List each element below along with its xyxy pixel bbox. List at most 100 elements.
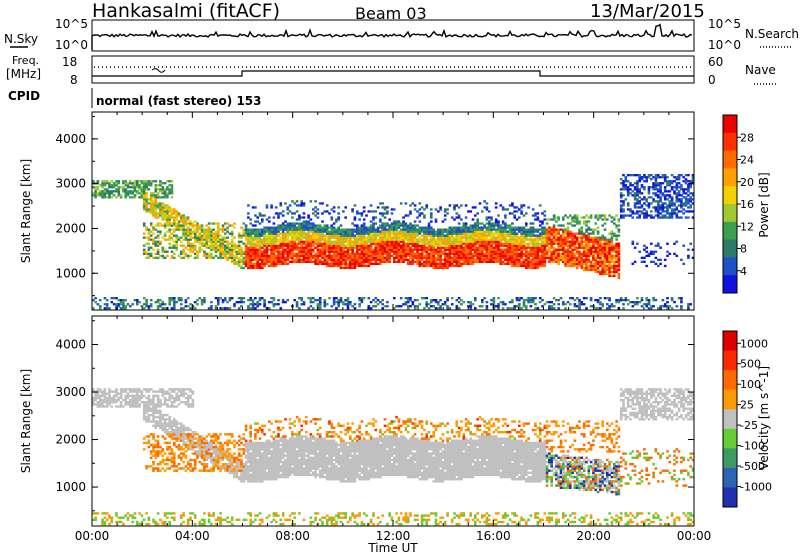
power-cell [237,244,241,247]
power-cell [582,222,586,225]
power-cell [575,214,579,217]
power-cell [610,260,614,263]
power-cell [147,307,151,310]
power-cell [217,299,220,302]
power-cell [337,254,340,257]
power-cell [606,248,609,251]
power-cell [585,244,588,247]
power-cell [476,254,479,257]
power-cell [464,224,468,227]
power-cell [219,246,222,249]
power-cell [142,307,146,310]
power-cell [233,242,236,245]
power-cell [362,260,366,263]
power-cell [420,250,424,253]
power-cell [330,244,334,247]
power-cell [450,250,454,253]
power-cell [427,224,431,227]
power-cell [453,264,456,268]
power-cell [261,264,264,268]
power-cell [321,242,324,245]
power-cell [312,240,315,243]
power-cell [369,248,373,251]
power-cell [351,210,354,213]
power-cell [418,246,422,249]
power-cell [402,252,405,255]
power-cell [318,262,322,265]
power-cell [365,252,368,255]
power-cell [369,262,373,265]
power-cell [608,232,611,235]
power-cell [647,254,651,257]
power-cell [147,242,151,245]
power-cell [152,210,155,213]
power-cell [541,258,544,261]
power-cell [453,246,456,249]
power-cell [263,244,266,247]
power-cell [117,305,121,308]
power-cell [606,240,609,243]
power-cell [562,303,565,306]
power-cell [346,240,350,243]
power-cell [471,230,475,233]
power-cell [295,228,299,231]
power-cell [189,236,192,239]
power-cell [226,226,229,229]
power-cell [416,246,419,249]
power-cell [309,299,313,302]
power-cell [578,228,581,231]
power-cell [580,216,584,219]
power-cell [573,240,577,243]
power-cell [654,178,658,181]
power-cell [362,264,366,268]
power-cell [645,250,648,253]
power-cell [242,222,246,225]
power-cell [330,234,334,237]
power-cell [501,208,505,211]
power-cell [200,234,204,237]
power-cell [585,240,588,243]
power-cell [416,224,419,227]
power-cell [485,228,489,231]
power-cell [332,262,336,265]
power-cell [372,240,375,243]
power-cell [487,210,491,213]
power-cell [305,228,308,231]
power-cell [615,256,618,259]
power-cell [207,246,211,249]
power-cell [180,224,183,227]
power-cell [409,299,412,302]
power-cell [474,240,477,243]
power-cell [571,216,574,219]
power-cell [508,234,512,237]
power-cell [316,212,320,215]
power-cell [478,230,482,233]
power-cell [233,246,236,249]
power-cell [638,196,641,199]
power-cell [446,236,449,239]
power-cell [360,297,364,300]
power-cell [291,242,294,245]
power-cell [610,270,614,274]
power-cell [522,214,526,217]
power-cell [295,252,299,255]
power-cell [432,299,435,302]
power-cell [534,236,537,239]
power-cell [409,254,412,257]
power-cell [404,226,408,229]
power-cell [210,256,213,259]
power-cell [198,250,202,253]
power-cell [469,254,472,257]
power-cell [520,252,523,255]
power-cell [191,305,195,308]
power-cell [221,224,225,227]
power-cell [589,248,593,251]
power-cell [177,236,181,239]
power-cell [335,232,338,235]
power-cell [476,218,479,221]
power-cell [613,234,616,237]
power-cell [291,248,294,251]
power-cell [342,248,345,251]
power-cell [520,307,523,310]
power-cell [603,264,607,268]
